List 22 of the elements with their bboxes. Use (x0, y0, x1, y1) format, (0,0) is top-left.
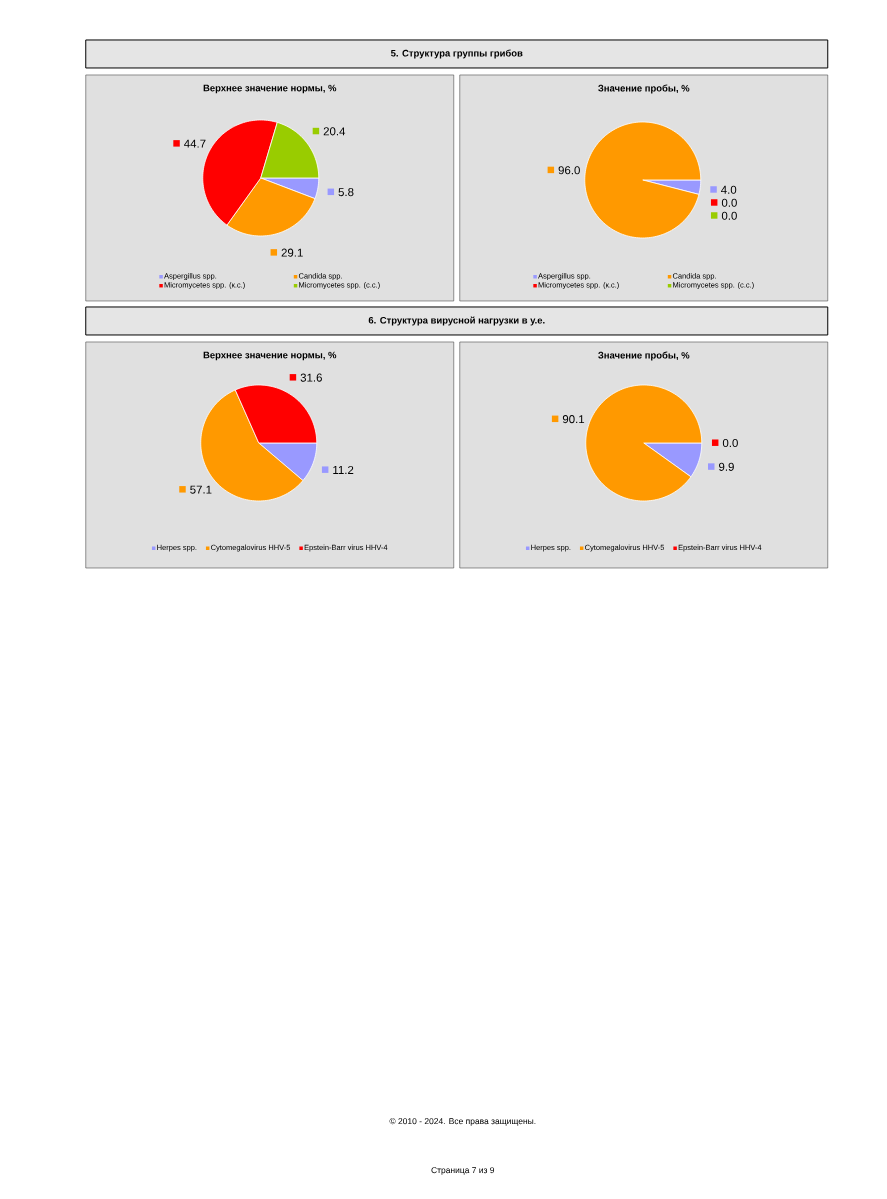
text: 0.0 (722, 198, 738, 207)
data-label: 4.0 (721, 185, 737, 194)
data-label: 90.1 (563, 415, 585, 424)
data-label: 11.2 (333, 465, 354, 474)
text: 6. Структура вирусной нагрузки в у.е. (368, 316, 545, 326)
chart-title: Значение пробы, % (598, 351, 690, 361)
data-label: 20.4 (323, 127, 346, 136)
text: 5. Структура группы грибов (391, 49, 523, 59)
data-label: 5.8 (338, 188, 354, 197)
chart-title: Верхнее значение нормы, % (203, 351, 337, 361)
text: 0.0 (722, 211, 738, 220)
text: 0.0 (722, 438, 739, 448)
data-label: 44.7 (184, 139, 206, 148)
data-label: 57.1 (190, 485, 212, 494)
data-label: 31.6 (300, 373, 323, 382)
data-label: 29.1 (281, 248, 303, 257)
data-label: 9.9 (719, 462, 734, 471)
data-label: 96.0 (558, 166, 581, 175)
text: Страница 7 из 9 (431, 1167, 495, 1175)
chart-title: Верхнее значение нормы, % (203, 84, 337, 94)
text: © 2010 - 2024. Все права защищены. (389, 1118, 536, 1126)
chart-title: Значение пробы, % (598, 84, 690, 94)
